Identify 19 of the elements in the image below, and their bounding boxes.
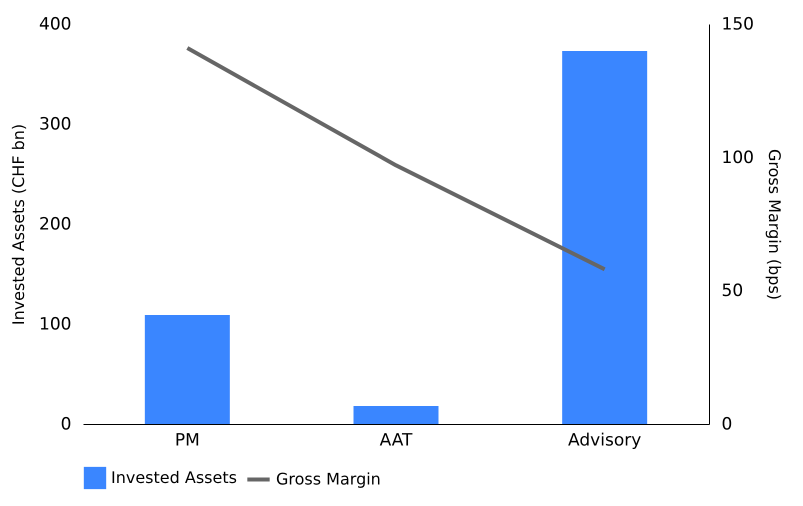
x-tick-label: AAT <box>380 430 414 450</box>
y-tick-label: 0 <box>60 414 72 434</box>
y2-axis-title: Gross Margin (bps) <box>764 148 784 300</box>
y2-tick-label: 150 <box>722 14 754 34</box>
y-tick-label: 100 <box>39 314 72 334</box>
y-tick-label: 400 <box>39 14 72 34</box>
y2-tick-label: 50 <box>722 281 744 302</box>
y-axis-title: Invested Assets (CHF bn) <box>9 124 28 326</box>
bar <box>354 406 438 424</box>
legend-label: Invested Assets <box>111 468 237 487</box>
y-tick-label: 200 <box>39 214 72 234</box>
bar <box>562 51 648 424</box>
bar <box>144 315 230 424</box>
y2-tick-label: 0 <box>722 414 732 434</box>
y-tick-label: 300 <box>39 114 72 134</box>
y2-tick-label: 100 <box>722 148 754 168</box>
x-tick-label: PM <box>174 430 200 450</box>
legend-label: Gross Margin <box>276 470 381 488</box>
x-tick-label: Advisory <box>568 430 642 450</box>
